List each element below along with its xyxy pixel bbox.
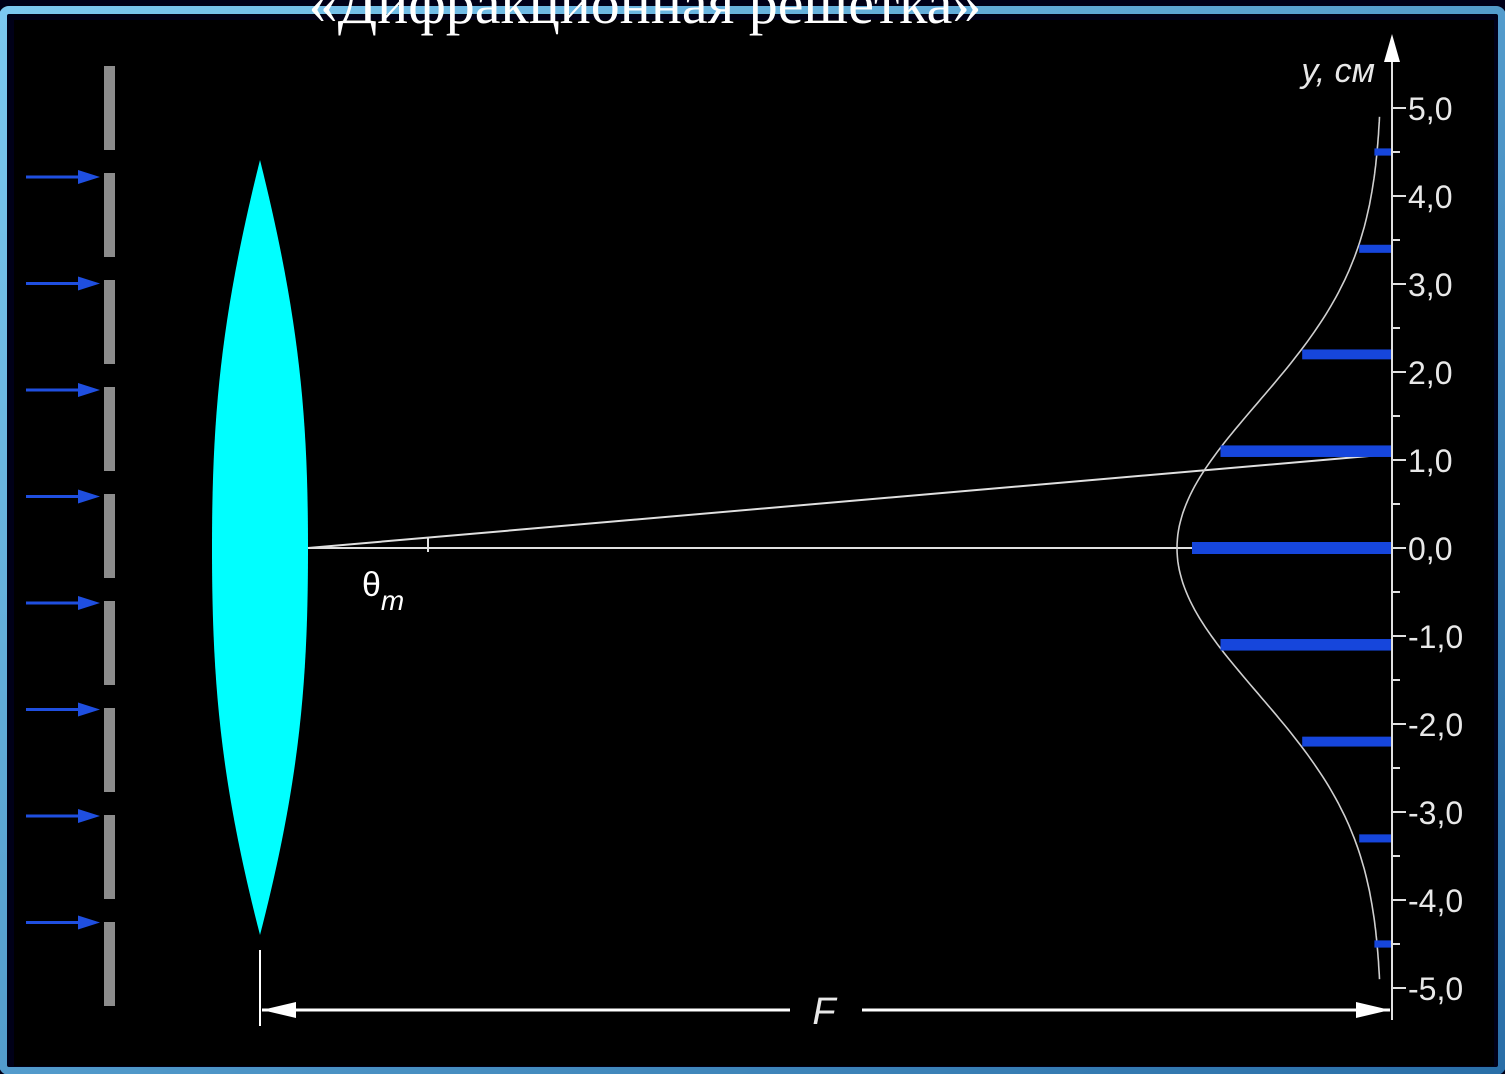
- light-arrow: [26, 809, 100, 823]
- diffraction-maximum: [1374, 940, 1392, 948]
- y-axis-tick-label: -3,0: [1408, 795, 1463, 831]
- light-arrow-head: [78, 383, 100, 397]
- light-arrow-head: [78, 489, 100, 504]
- y-axis-tick-label: -5,0: [1408, 971, 1463, 1007]
- y-axis-tick-label: 2,0: [1408, 355, 1452, 391]
- light-arrow: [26, 276, 100, 291]
- light-arrow-head: [78, 915, 100, 930]
- converging-lens: [212, 160, 308, 935]
- grating-bar: [104, 66, 115, 150]
- y-axis-tick-label: -1,0: [1408, 619, 1463, 655]
- light-arrow: [26, 596, 100, 610]
- focal-length-dimension: F: [259, 950, 1390, 1033]
- grating-bar: [104, 601, 115, 685]
- diffraction-maximum: [1374, 148, 1392, 156]
- light-arrow-head: [78, 276, 100, 291]
- light-arrow: [26, 489, 100, 504]
- y-axis-tick-label: -4,0: [1408, 883, 1463, 919]
- grating-bar: [104, 922, 115, 1006]
- grating-bar: [104, 815, 115, 899]
- y-axis-tick-label: 3,0: [1408, 267, 1452, 303]
- y-axis-tick-label: 4,0: [1408, 179, 1452, 215]
- diffracted-ray: [307, 453, 1393, 549]
- diffraction-maximum: [1192, 542, 1392, 554]
- page-title: «Дифракционная решетка»: [308, 0, 982, 36]
- grating-bar: [104, 708, 115, 792]
- light-arrow: [26, 383, 100, 397]
- diffraction-maximum: [1359, 834, 1392, 843]
- angle-label: θm: [362, 566, 404, 616]
- light-arrow-head: [78, 702, 100, 717]
- y-axis-tick-label: 0,0: [1408, 531, 1452, 567]
- light-arrow: [26, 915, 100, 930]
- light-arrow: [26, 170, 100, 184]
- diffraction-grating: [104, 66, 115, 1006]
- light-arrow-head: [78, 170, 100, 184]
- light-arrow: [26, 702, 100, 717]
- y-axis-arrowhead: [1384, 34, 1400, 62]
- diffraction-maximum: [1220, 639, 1392, 651]
- grating-bar: [104, 173, 115, 257]
- y-axis-label: y, см: [1299, 52, 1375, 90]
- y-axis-tick-label: 1,0: [1408, 443, 1452, 479]
- angle-subscript: m: [381, 585, 404, 616]
- diffraction-maximum: [1302, 736, 1392, 747]
- focal-label: F: [812, 991, 837, 1033]
- y-axis-tick-label: -2,0: [1408, 707, 1463, 743]
- diffraction-maximum: [1359, 244, 1392, 253]
- light-arrow-head: [78, 809, 100, 823]
- light-arrow-head: [78, 596, 100, 610]
- incident-light-arrows: [26, 170, 100, 930]
- intensity-envelope-curve: [1176, 116, 1381, 980]
- focal-arrow-left: [262, 1002, 296, 1018]
- diffraction-maximum: [1302, 349, 1392, 360]
- frame-border: [0, 6, 1505, 1074]
- grating-bar: [104, 280, 115, 364]
- diffraction-maximum: [1220, 445, 1392, 457]
- diffraction-maxima: [1192, 148, 1392, 948]
- focal-arrow-right: [1356, 1002, 1390, 1018]
- y-axis: y, см 5,0 4,0 3,0 2,0 1,0 0,0 -1,0 -2,0 -3,0 -4,0…: [1299, 34, 1463, 1020]
- grating-bar: [104, 387, 115, 471]
- y-axis-tick-label: 5,0: [1408, 91, 1452, 127]
- grating-bar: [104, 494, 115, 578]
